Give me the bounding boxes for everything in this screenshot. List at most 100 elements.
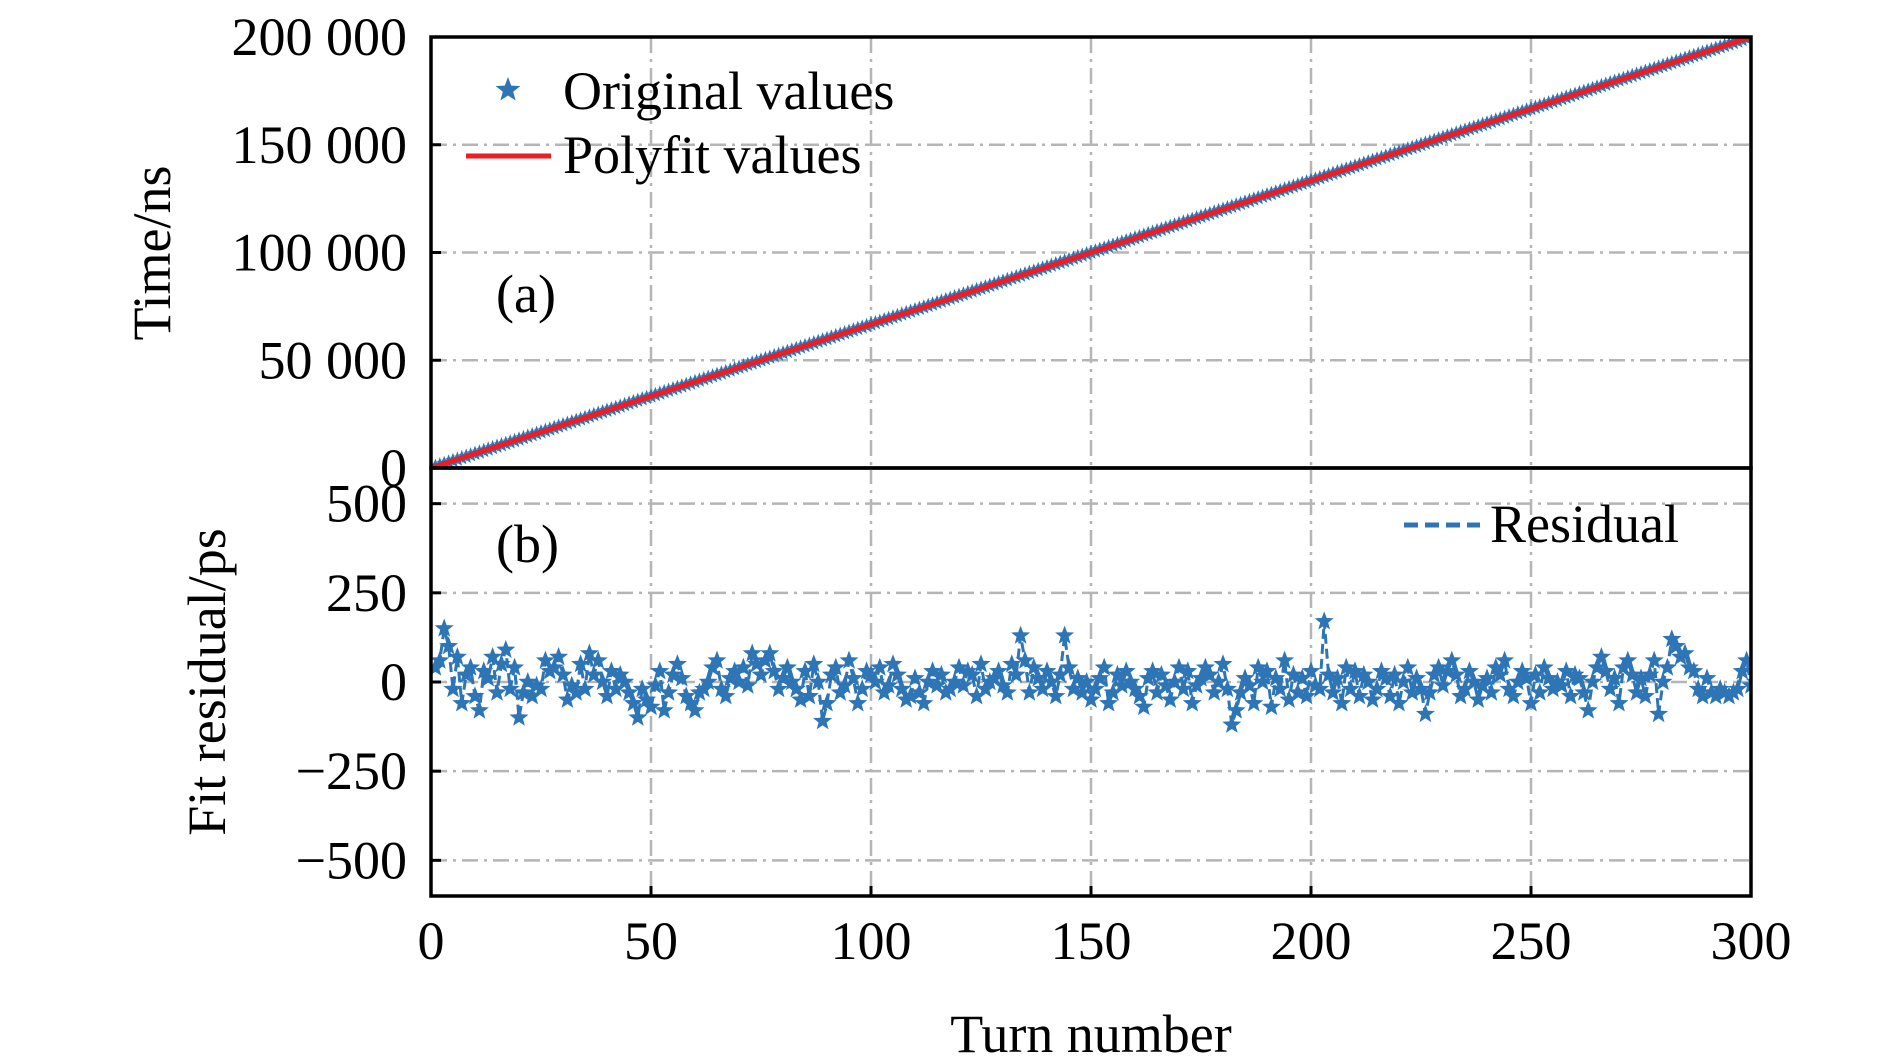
residual-point: [1517, 668, 1537, 687]
residual-point: [1662, 629, 1682, 648]
panel-a-label: (a): [496, 264, 556, 324]
residual-point: [1358, 672, 1378, 691]
residual-point: [685, 700, 705, 719]
residual-point: [1024, 657, 1044, 676]
residual-point: [945, 672, 965, 691]
residual-point: [923, 661, 943, 680]
residual-point: [1275, 650, 1295, 669]
residual-point: [698, 672, 718, 691]
residual-point: [1755, 644, 1774, 662]
residual-point: [1248, 657, 1268, 676]
legend-star-marker: [495, 77, 521, 101]
panel-a-legend: Original values Polyfit values: [466, 61, 894, 185]
residual-point: [865, 672, 885, 691]
polyfit-line: [431, 37, 1751, 468]
residual-point: [1319, 664, 1339, 683]
residual-point: [1085, 679, 1105, 698]
residual-point: [1715, 682, 1735, 701]
residual-point: [1063, 679, 1083, 698]
residual-point: [843, 668, 863, 687]
panel-a: 0 50 000 100 000 150 000 200 000 Time/ns (a)…: [122, 7, 1753, 498]
residual-point: [993, 675, 1013, 694]
residual-point: [967, 686, 987, 705]
x-axis-label: Turn number: [950, 1004, 1232, 1057]
residual-point: [1019, 682, 1039, 701]
residual-point: [1292, 668, 1312, 687]
residual-point: [1354, 664, 1374, 683]
residual-point: [474, 661, 494, 680]
residual-point: [1345, 661, 1365, 680]
residual-point: [645, 675, 665, 694]
y-tick-label: 0: [380, 652, 407, 712]
x-tick-label: 200: [1271, 911, 1352, 971]
residual-point: [1398, 657, 1418, 676]
residual-point: [496, 639, 516, 658]
residual-point: [1671, 647, 1691, 666]
residual-point: [1235, 668, 1255, 687]
panel-b-series: [431, 611, 1783, 733]
residual-point: [1213, 654, 1233, 673]
residual-point: [1635, 686, 1655, 705]
residual-point: [980, 672, 1000, 691]
residual-point: [1314, 611, 1334, 630]
residual-point: [1090, 668, 1110, 687]
panel-b-frame: [429, 466, 1753, 898]
residual-point: [689, 682, 709, 701]
residual-point: [1094, 657, 1114, 676]
panel-b-y-axis-label: Fit residual/ps: [177, 528, 237, 836]
residual-point: [901, 686, 921, 705]
residual-point: [1055, 625, 1075, 644]
residual-point: [1741, 675, 1751, 694]
residual-point: [852, 679, 872, 698]
residual-point: [1693, 686, 1713, 705]
residual-point: [896, 689, 916, 708]
residual-point: [1688, 679, 1708, 698]
residual-point: [667, 654, 687, 673]
panel-b: −500 −250 0 250 500 0 50 100 150 200 250 300 Fit r…: [177, 466, 1792, 1057]
residual-point: [1552, 675, 1572, 694]
residual-point: [1657, 657, 1677, 676]
residual-point: [962, 664, 982, 683]
residual-point: [1006, 664, 1026, 683]
residual-point: [1490, 664, 1510, 683]
residual-point: [659, 682, 679, 701]
residual-point: [795, 661, 815, 680]
residual-point: [1288, 682, 1308, 701]
residual-point: [1257, 661, 1277, 680]
residual-point: [461, 657, 481, 676]
residual-point: [540, 661, 560, 680]
residual-point: [826, 657, 846, 676]
residual-point: [549, 647, 569, 666]
residual-point: [1710, 679, 1730, 698]
residual-point: [1363, 689, 1383, 708]
residual-point: [1231, 682, 1251, 701]
panel-b-x-ticks: 0 50 100 150 200 250 300: [418, 886, 1792, 971]
y-tick-label: −500: [296, 830, 407, 890]
residual-point: [1037, 661, 1057, 680]
residual-point: [949, 657, 969, 676]
residual-point: [1578, 700, 1598, 719]
residual-point: [509, 707, 529, 726]
residual-point: [431, 650, 450, 669]
residual-point: [1041, 672, 1061, 691]
residual-point: [1561, 686, 1581, 705]
residual-point: [1112, 675, 1132, 694]
residual-point: [1508, 672, 1528, 691]
residual-point: [1072, 682, 1092, 701]
residual-point: [1173, 679, 1193, 698]
residual-point: [593, 672, 613, 691]
residual-point: [615, 672, 635, 691]
residual-point: [764, 661, 784, 680]
residual-point: [672, 668, 692, 687]
y-tick-label: 150 000: [232, 115, 408, 175]
x-tick-label: 250: [1491, 911, 1572, 971]
residual-point: [562, 675, 582, 694]
residual-point: [1129, 686, 1149, 705]
residual-point: [531, 679, 551, 698]
residual-point: [1764, 715, 1783, 733]
residual-point: [716, 686, 736, 705]
residual-point: [892, 679, 912, 698]
residual-point: [1389, 693, 1409, 712]
residual-point: [1719, 686, 1739, 705]
residual-point: [1631, 668, 1651, 687]
